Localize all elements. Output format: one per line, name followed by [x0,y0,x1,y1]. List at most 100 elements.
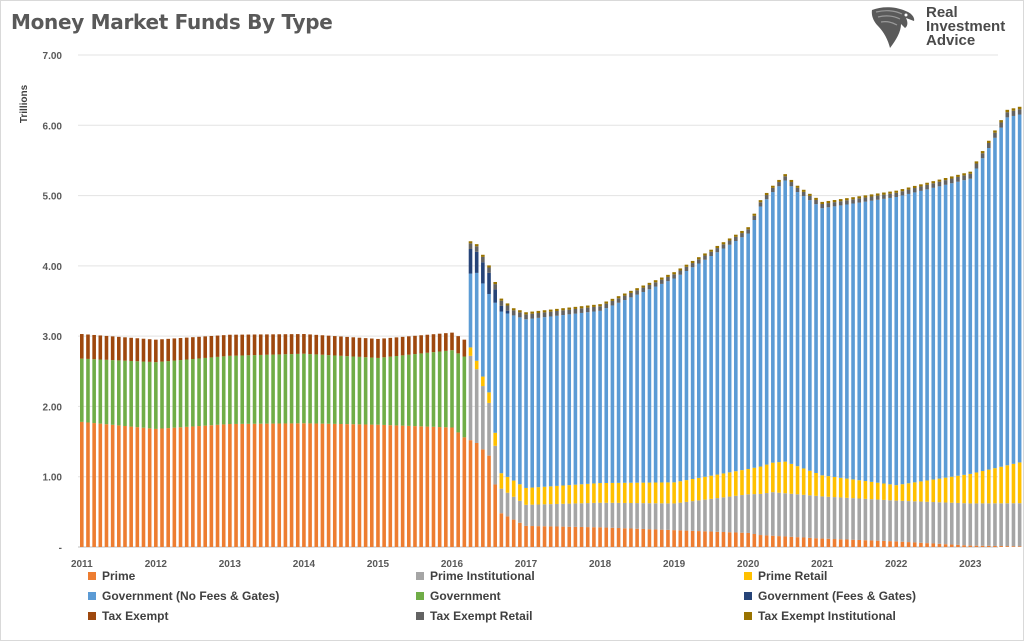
legend-label: Tax Exempt Retail [430,609,533,623]
bar-segment-prime_retail [937,478,942,503]
bar-segment-te_inst [801,189,806,192]
bar-segment-prime [80,421,84,547]
bar-segment-te_inst [487,265,491,268]
bar-segment-govt [289,354,294,424]
bar-segment-prime [734,532,738,547]
bar-segment-prime_inst [937,502,942,544]
eagle-icon [871,7,915,48]
bar-segment-prime_inst [758,493,763,536]
bar-segment-te_inst [555,308,559,311]
bar-segment-govt [240,355,245,424]
bar-segment-prime [456,432,460,547]
bar-segment-prime_inst [585,503,590,528]
bar-segment-prime_retail [653,482,658,504]
bar-segment-te_inst [727,238,732,241]
bar-segment-prime [425,426,430,547]
bar-segment-govt_ff [758,206,763,467]
bar-segment-prime [308,423,312,547]
bar-segment-govt_ff [592,311,596,484]
bar-segment-te_inst [795,185,800,188]
bar-segment-prime_inst [653,503,658,530]
bar-segment-govt_fg [468,248,473,274]
bar-segment-govt [178,360,183,428]
bar-segment-govt [160,361,164,429]
bar-segment-govt_ff [493,302,497,433]
bar-segment-te_inst [604,301,609,304]
bar-segment-prime [147,428,152,547]
bar-segment-te_inst [641,285,646,288]
bar-segment-prime [283,423,288,547]
bar-segment-prime [808,537,812,547]
bar-segment-te_retail [808,195,812,201]
bar-segment-govt [135,361,140,428]
bar-segment-tax_exempt [388,337,393,357]
bar-segment-te_inst [548,309,553,312]
bar-segment-govt_fg [474,251,479,273]
bar-segment-prime_retail [481,376,485,387]
bar-segment-prime [746,532,750,547]
bar-segment-te_retail [727,240,732,245]
bar-segment-prime [697,531,701,547]
bar-segment-prime [277,423,282,547]
bar-segment-tax_exempt [332,336,337,356]
bar-segment-te_retail [721,244,726,249]
bar-segment-prime_retail [511,480,516,497]
legend-label: Prime Institutional [430,569,535,583]
bar-segment-te_retail [888,193,892,198]
bar-segment-prime [980,545,985,547]
bar-segment-tax_exempt [191,337,195,359]
bar-segment-tax_exempt [265,334,269,355]
bar-segment-prime_retail [530,487,535,505]
bar-segment-prime [882,540,886,547]
bar-segment-prime [888,541,892,547]
bar-segment-govt_ff [727,244,732,473]
legend-item: Government (No Fees & Gates) [88,589,279,603]
bar-segment-govt [258,354,263,424]
legend-swatch [744,572,752,580]
legend: Prime Prime Institutional Prime Retail Gove… [88,569,988,629]
bar-segment-prime_inst [888,500,892,542]
bar-segment-govt [431,352,436,427]
bar-segment-tax_exempt [197,336,201,359]
bar-segment-te_inst [808,193,812,196]
bar-segment-prime [986,545,991,547]
bar-segment-prime [252,423,257,547]
bar-segment-govt_ff [820,208,824,476]
bar-segment-te_inst [678,268,683,271]
bar-segment-govt [425,352,430,427]
bar-segment-prime_retail [826,476,831,497]
bar-segment-prime [394,425,399,547]
bar-segment-prime_retail [894,485,899,501]
bar-segment-govt [154,362,158,429]
bar-segment-govt [326,355,331,424]
bar-segment-prime [783,536,787,547]
bar-segment-prime_retail [999,466,1003,504]
bar-segment-prime [573,526,578,547]
bar-segment-te_retail [894,192,899,197]
bar-segment-prime_inst [641,503,646,529]
bar-segment-te_retail [629,292,633,298]
bar-segment-prime_inst [838,497,843,540]
x-tick-label: 2016 [441,559,464,570]
bar-segment-prime_retail [795,466,800,495]
bar-segment-te_retail [653,282,658,287]
bar-segment-te_inst [814,197,818,200]
bar-segment-govt_ff [949,183,954,477]
bar-segment-te_retail [777,182,781,187]
bar-segment-govt_ff [968,178,973,474]
bar-segment-govt_ff [734,241,738,472]
bar-segment-prime [530,526,535,547]
chart-title: Money Market Funds By Type [11,10,333,34]
bar-segment-govt [444,350,448,428]
bar-segment-prime_retail [536,487,541,505]
bar-segment-te_retail [659,279,664,284]
bar-segment-prime [647,529,652,547]
bar-segment-prime_inst [487,402,491,456]
legend-swatch [744,612,752,620]
bar-segment-prime [154,428,158,547]
bar-segment-prime [1005,546,1010,547]
bar-segment-prime_inst [481,386,485,450]
bar-segment-prime [548,526,553,547]
bar-segment-govt [129,360,133,427]
bar-segment-te_inst [931,181,936,184]
